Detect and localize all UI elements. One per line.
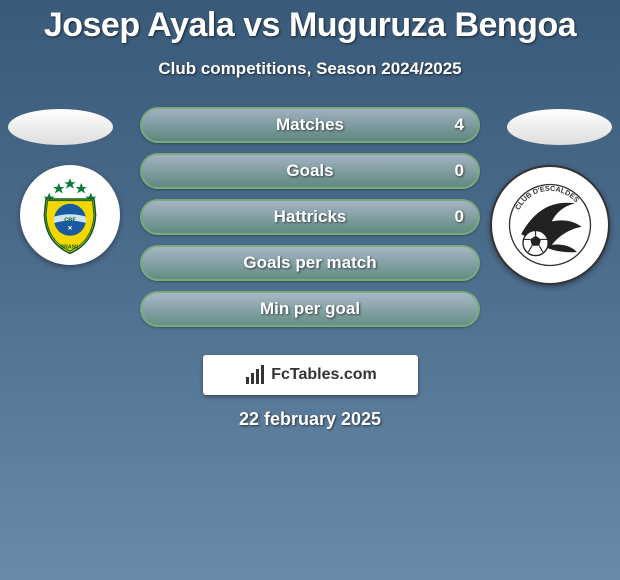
stat-row-hattricks: Hattricks 0	[140, 199, 480, 235]
stat-rows: Matches 4 Goals 0 Hattricks 0 Goals per …	[140, 107, 480, 337]
stats-area: CBF BRASIL CLUB D'ESCALDES	[0, 107, 620, 347]
stat-right-value: 0	[455, 161, 464, 181]
stat-row-min-per-goal: Min per goal	[140, 291, 480, 327]
player-marker-right	[507, 109, 612, 145]
soccer-ball-icon	[523, 230, 548, 255]
crest-left-svg: CBF BRASIL	[30, 175, 110, 255]
crest-left: CBF BRASIL	[20, 165, 120, 265]
subtitle: Club competitions, Season 2024/2025	[0, 59, 620, 79]
stat-right-value: 0	[455, 207, 464, 227]
page-title: Josep Ayala vs Muguruza Bengoa	[0, 0, 620, 45]
stat-row-goals: Goals 0	[140, 153, 480, 189]
player-marker-left	[8, 109, 113, 145]
crest-right: CLUB D'ESCALDES	[490, 165, 610, 285]
stat-label: Goals	[142, 161, 478, 181]
stat-right-value: 4	[455, 115, 464, 135]
stat-label: Matches	[142, 115, 478, 135]
chart-icon	[243, 363, 267, 387]
stat-label: Hattricks	[142, 207, 478, 227]
stat-label: Goals per match	[142, 253, 478, 273]
crest-left-band-text: CBF	[64, 217, 76, 223]
crest-right-svg: CLUB D'ESCALDES	[505, 180, 595, 270]
brand-text: FcTables.com	[271, 366, 377, 384]
date-text: 22 february 2025	[0, 409, 620, 430]
stat-label: Min per goal	[142, 299, 478, 319]
brand-box: FcTables.com	[203, 355, 418, 395]
stat-row-goals-per-match: Goals per match	[140, 245, 480, 281]
stat-row-matches: Matches 4	[140, 107, 480, 143]
crest-left-brand-text: BRASIL	[60, 245, 80, 251]
